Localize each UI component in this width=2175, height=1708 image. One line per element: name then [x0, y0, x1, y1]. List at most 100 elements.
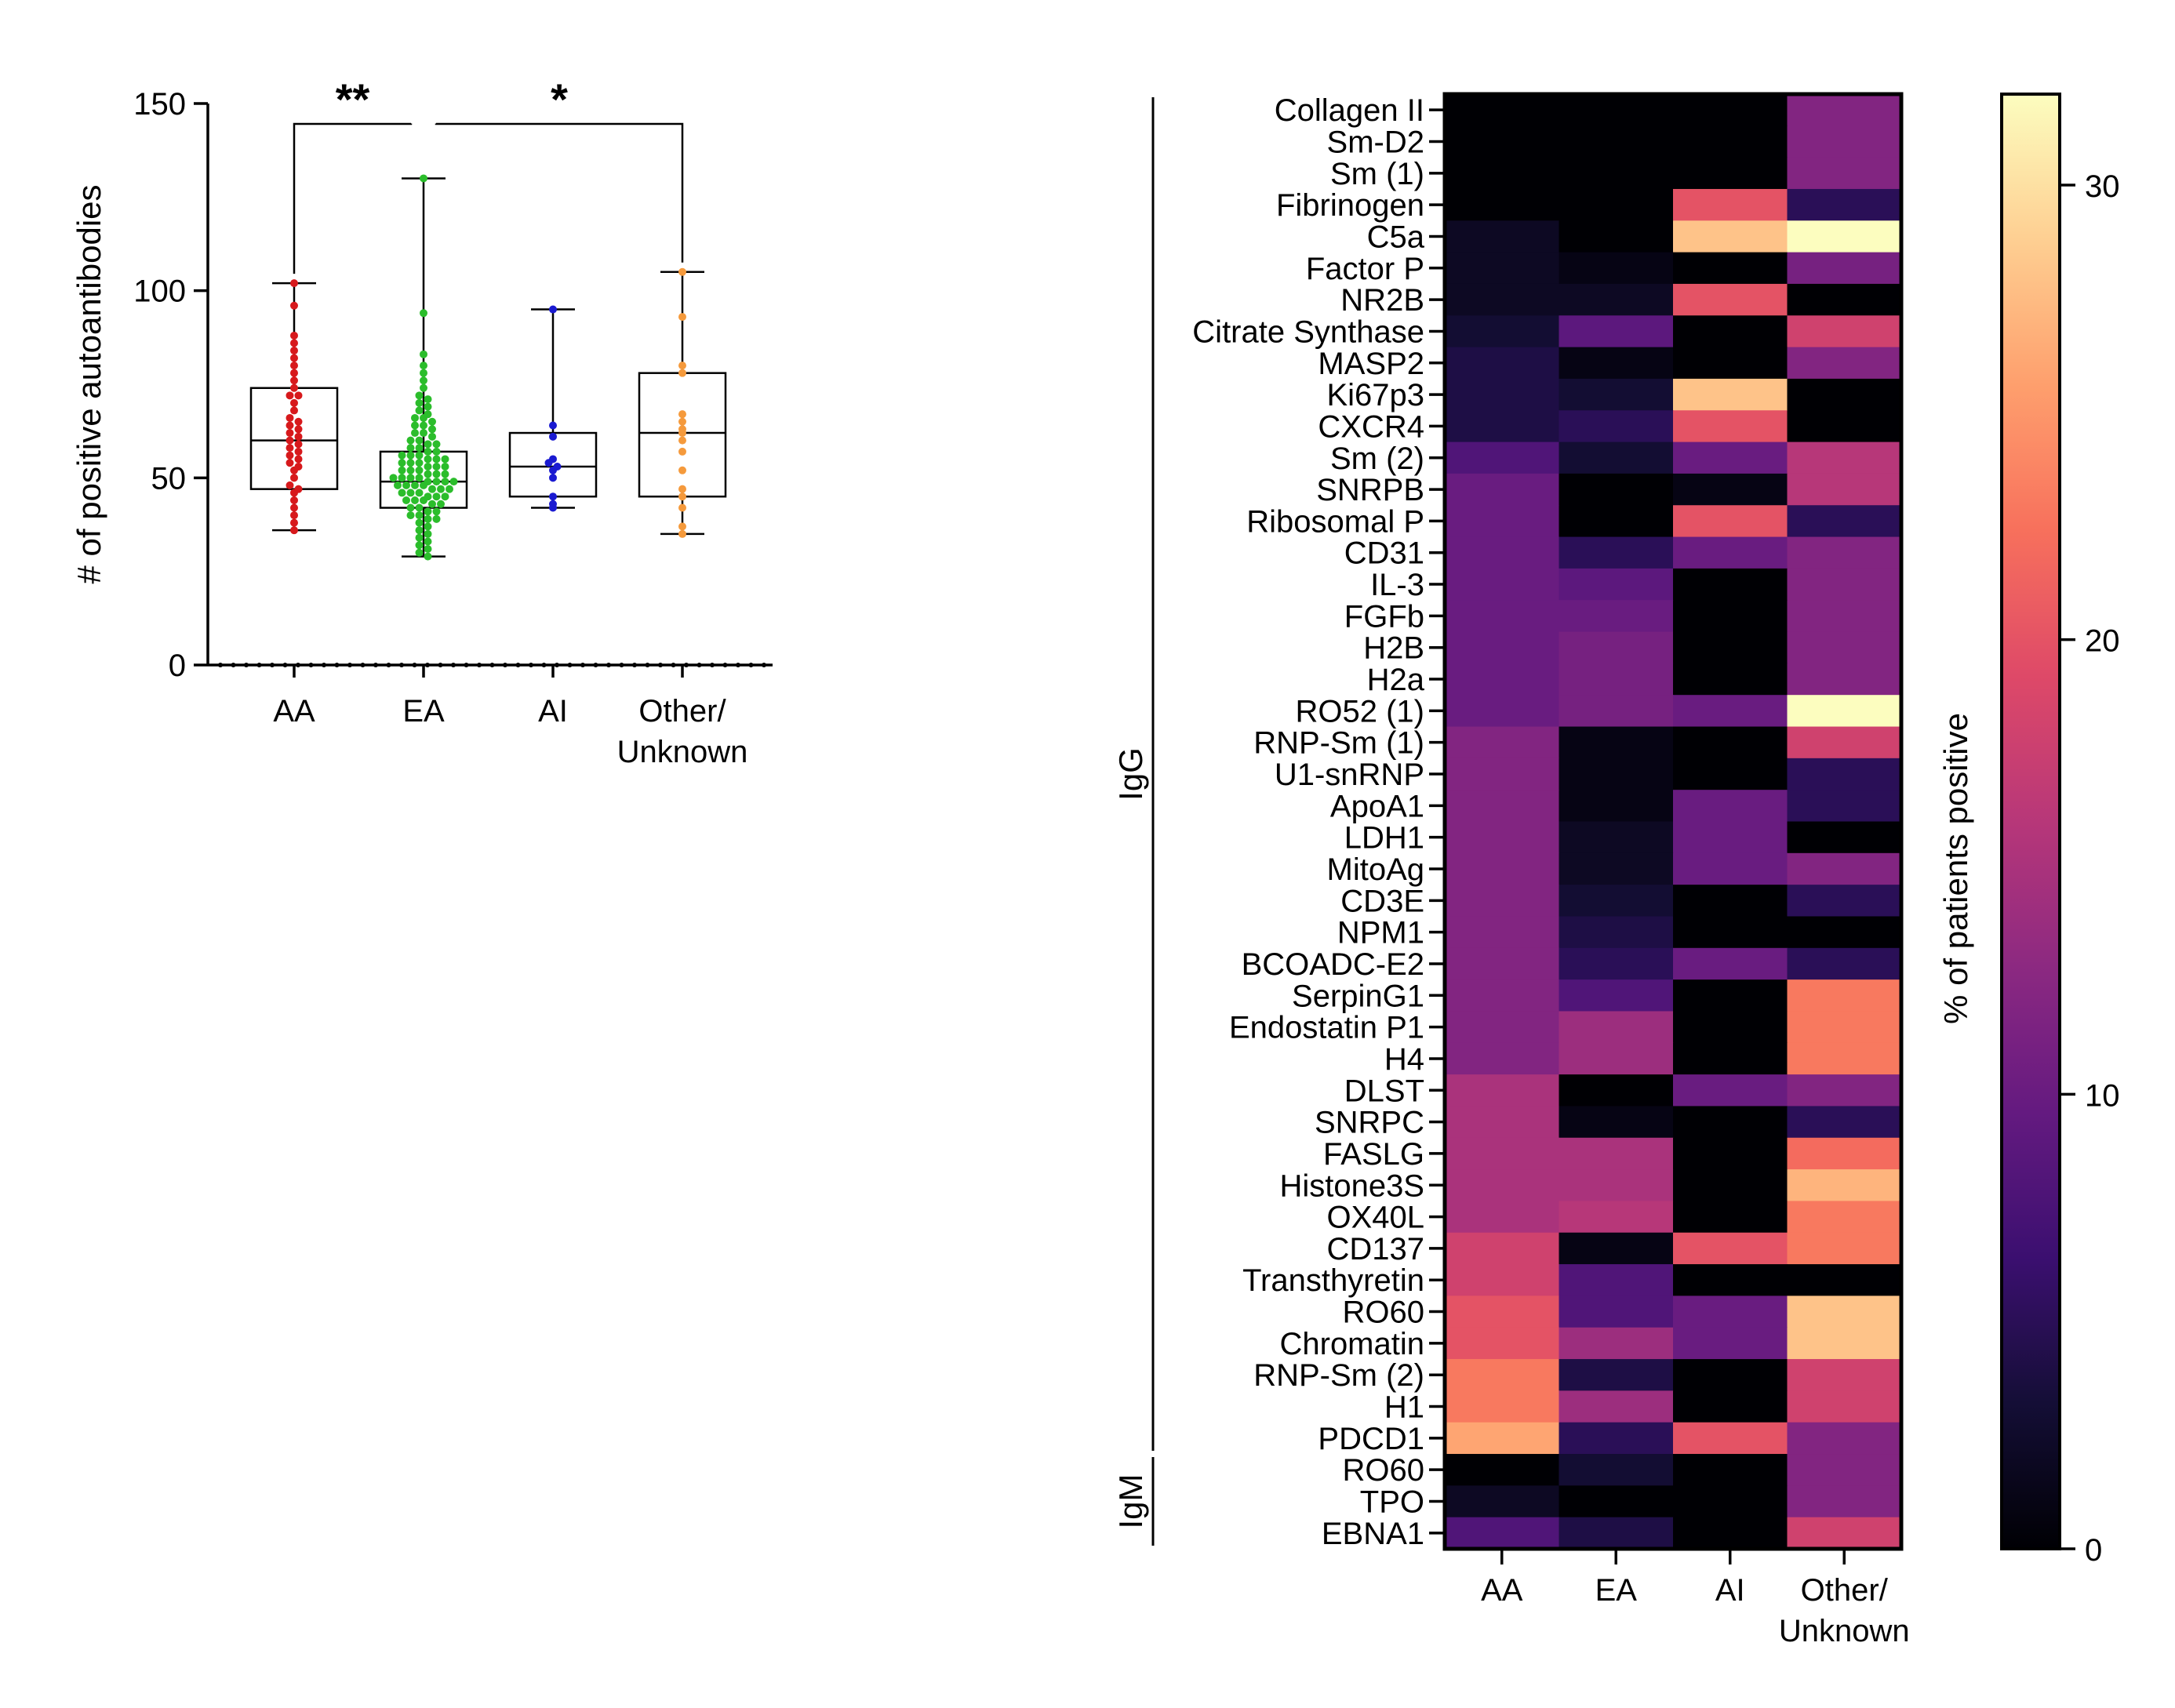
data-point [286, 481, 294, 489]
data-point [441, 463, 449, 471]
heatmap-cell [1673, 631, 1788, 664]
data-point [549, 421, 557, 430]
x-axis-dot [373, 663, 378, 667]
colorbar-tick-label: 0 [2085, 1533, 2102, 1568]
x-tick-label: AI [538, 694, 568, 729]
heatmap-cell [1559, 442, 1674, 474]
heatmap-cell [1673, 852, 1788, 885]
heatmap-cell [1673, 94, 1788, 126]
heatmap-cell [1673, 1485, 1788, 1518]
heatmap-cell [1559, 1169, 1674, 1202]
heatmap-cell [1559, 1264, 1674, 1296]
heatmap-cell [1445, 600, 1560, 633]
heatmap-cell [1445, 505, 1560, 538]
data-point [437, 500, 445, 508]
box [379, 450, 468, 509]
data-point [424, 470, 432, 478]
colorbar-tick-label: 30 [2085, 169, 2120, 204]
heatmap-cell [1787, 1327, 1902, 1360]
heatmap-cell [1673, 947, 1788, 980]
data-point [290, 369, 298, 377]
data-point [406, 474, 415, 482]
heatmap-cell [1673, 442, 1788, 474]
row-label: Ki67p3 [1326, 378, 1424, 412]
heatmap-cell [1559, 1074, 1674, 1107]
data-point [424, 552, 432, 561]
row-label: Sm-D2 [1327, 125, 1424, 159]
heatmap-cell [1445, 536, 1560, 569]
data-point [415, 518, 424, 527]
heatmap-cell [1559, 726, 1674, 759]
column-label: AI [1715, 1573, 1745, 1608]
heatmap-cell [1445, 1137, 1560, 1170]
x-axis-dot [762, 663, 766, 667]
heatmap-cell [1787, 1422, 1902, 1455]
data-point [432, 440, 441, 449]
heatmap-cell [1673, 1137, 1788, 1170]
row-label: FGFb [1344, 599, 1424, 634]
heatmap-cell [1787, 600, 1902, 633]
data-point [428, 432, 436, 441]
data-point [678, 313, 686, 322]
data-point [394, 481, 402, 489]
heatmap-cell [1445, 1422, 1560, 1455]
data-point [549, 492, 557, 501]
row-label: Sm (1) [1330, 157, 1424, 191]
colorbar-tick-label: 10 [2085, 1078, 2120, 1113]
y-tick-label: 150 [133, 87, 186, 122]
data-point [398, 451, 406, 460]
data-point [441, 478, 449, 486]
data-point [415, 503, 424, 512]
heatmap-cell [1445, 1169, 1560, 1202]
data-point [415, 541, 424, 550]
data-point [415, 548, 424, 557]
data-point [294, 440, 303, 449]
x-tick-label: EA [402, 694, 445, 729]
heatmap-cell [1787, 94, 1902, 126]
heatmap-cell [1445, 726, 1560, 759]
data-point [415, 474, 424, 482]
data-point [411, 413, 419, 422]
heatmap-cell [1445, 568, 1560, 601]
column-label: Other/ [1801, 1573, 1889, 1608]
row-label: PDCD1 [1318, 1422, 1424, 1456]
data-point [678, 369, 686, 377]
data-point [406, 451, 415, 460]
heatmap-cell [1445, 1106, 1560, 1139]
heatmap-cell [1559, 758, 1674, 790]
heatmap-cell [1787, 252, 1902, 285]
data-point [449, 478, 458, 486]
data-point [428, 417, 436, 426]
x-axis-dot [282, 663, 288, 667]
x-axis-dot [412, 663, 417, 667]
x-axis-dot [360, 663, 366, 667]
heatmap-cell [1559, 410, 1674, 443]
row-label: Factor P [1306, 252, 1424, 286]
y-tick-label: 50 [151, 461, 187, 496]
data-point [411, 421, 419, 430]
x-axis-dot [555, 663, 559, 667]
heatmap-cell [1445, 188, 1560, 221]
data-point [411, 496, 419, 504]
data-point [553, 463, 562, 471]
data-point [432, 492, 441, 501]
heatmap-cell [1787, 1137, 1902, 1170]
column-label: EA [1595, 1573, 1638, 1608]
data-point [420, 383, 427, 392]
heatmap-cell [1673, 505, 1788, 538]
data-point [406, 444, 415, 452]
data-point [294, 391, 303, 400]
data-point [294, 425, 303, 434]
heatmap-cell [1673, 600, 1788, 633]
data-point [398, 489, 406, 497]
data-point [424, 402, 432, 411]
column-label: AA [1481, 1573, 1523, 1608]
heatmap-cell [1787, 347, 1902, 380]
colorbar-panel: 0 10 20 30 % of patients positive [1937, 93, 2120, 1568]
data-point [402, 481, 410, 489]
x-axis-dot [632, 663, 637, 667]
row-label: FASLG [1323, 1137, 1424, 1172]
data-point [420, 369, 427, 377]
data-point [432, 478, 441, 486]
heatmap-cell [1673, 663, 1788, 696]
